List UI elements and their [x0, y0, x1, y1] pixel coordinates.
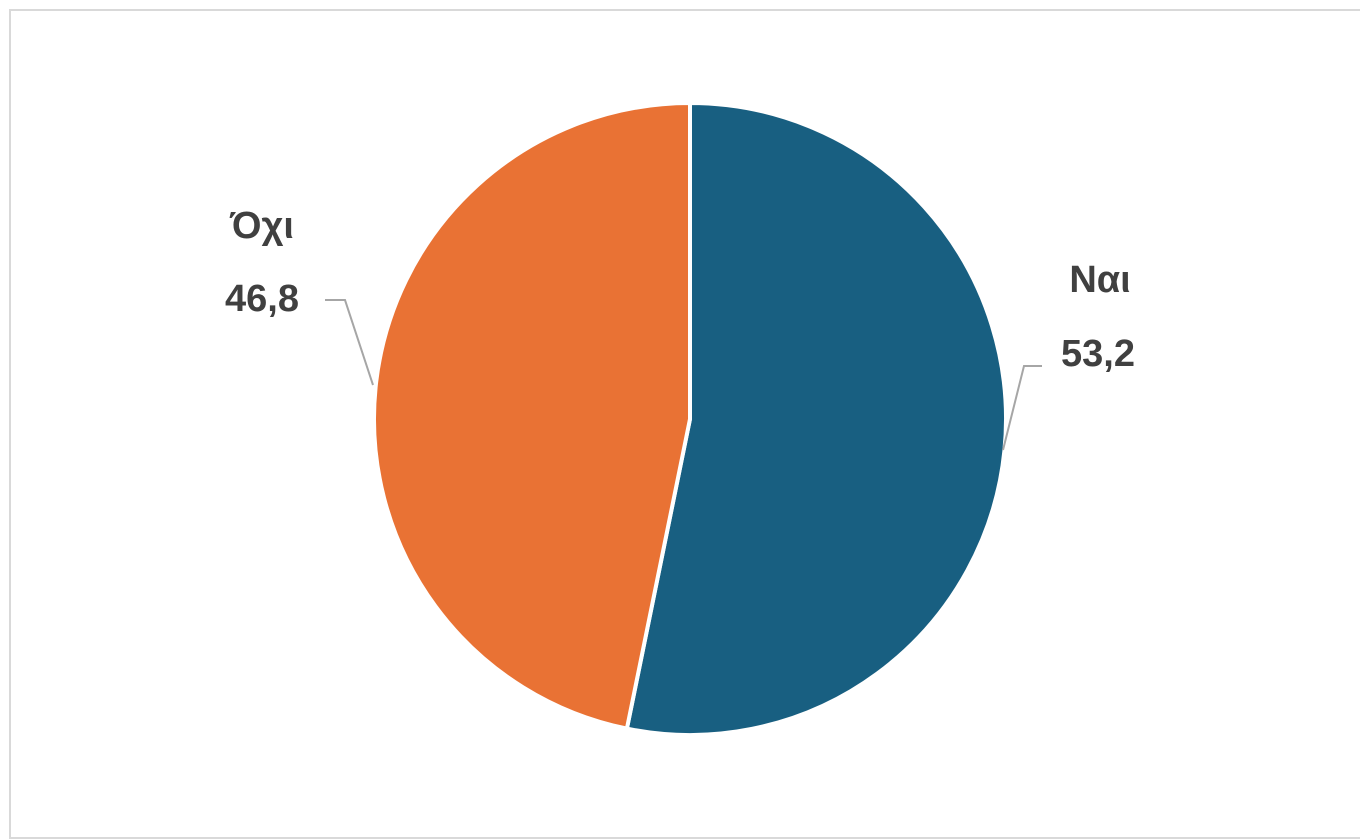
- pie-slices: [372, 101, 1008, 737]
- slice-value-label-1: 53,2: [1061, 333, 1135, 375]
- leader-line-2: [325, 299, 374, 386]
- slice-name-label-1: Ναι: [1069, 259, 1130, 301]
- slice-value-label-2: 46,8: [225, 278, 299, 320]
- pie-slice-2: [372, 101, 692, 731]
- data-labels: Ναι 53,2 Όχι 46,8: [225, 205, 1135, 375]
- slice-name-label-2: Όχι: [229, 205, 294, 247]
- pie-slice-1: [624, 101, 1008, 737]
- leader-line-1: [1002, 365, 1042, 451]
- leader-lines: [325, 299, 1042, 451]
